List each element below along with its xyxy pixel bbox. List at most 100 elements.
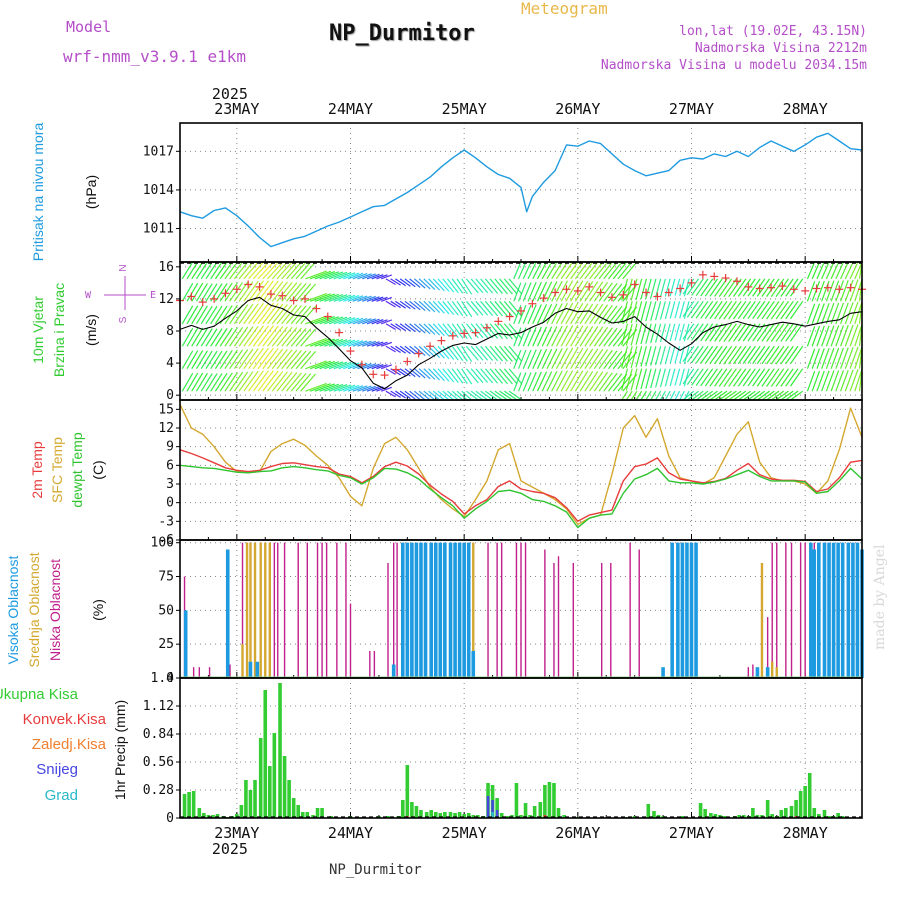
wind-arrow: [333, 361, 352, 370]
pressure-line: [179, 132, 863, 248]
wind-arrow: [747, 368, 761, 387]
wind-arrow: [775, 300, 789, 320]
wind-arrow: [357, 385, 372, 392]
wind-arrow: [700, 368, 714, 387]
wind-arrow: [718, 368, 733, 387]
cloud-bar: [661, 667, 665, 678]
wind-arrow: [366, 341, 380, 347]
wind-arrow: [437, 345, 450, 360]
wind-arrow: [532, 371, 542, 392]
precip-bar: [300, 812, 305, 818]
wind-arrow: [603, 261, 618, 280]
wind-arrow: [527, 282, 537, 302]
wind-arrow: [598, 304, 613, 325]
wind-arrow: [451, 278, 464, 294]
precip-bar: [499, 813, 504, 818]
precip-bar: [457, 812, 462, 818]
wind-arrow: [674, 323, 681, 341]
wind-arrow: [584, 348, 599, 370]
wind-arrow: [295, 305, 312, 325]
precip-bar: [287, 780, 291, 818]
wind-arrow: [844, 369, 854, 392]
wind-arrow: [276, 326, 293, 347]
wind-arrow: [603, 372, 618, 392]
wind-arrow: [635, 278, 643, 300]
precip-bar: [737, 815, 742, 818]
wind-arrow: [709, 323, 723, 342]
wind-arrow: [314, 315, 335, 325]
wind-arrow: [428, 278, 441, 291]
wind-arrow: [347, 385, 364, 392]
cloud-bar: [827, 542, 831, 678]
wind-arrow: [447, 300, 459, 316]
cloud-bar: [500, 542, 503, 678]
wind-arrow: [461, 323, 473, 340]
wind-arrow: [752, 345, 766, 364]
wind-arrow: [621, 368, 629, 391]
wind-arrow: [376, 319, 388, 325]
wind-arrow: [733, 300, 747, 320]
cloud-bar: [268, 542, 271, 678]
wind-arrow: [295, 328, 312, 347]
wind-arrow: [854, 324, 863, 347]
wind-arrow: [766, 368, 780, 387]
precip-bar: [263, 690, 268, 818]
precip-bar: [532, 806, 537, 818]
wind-arrow: [243, 325, 259, 347]
wind-arrow: [669, 323, 676, 342]
wind-arrow: [437, 390, 450, 401]
wind-arrow: [409, 368, 421, 378]
wind-arrow: [338, 294, 356, 302]
wind-arrow: [766, 390, 780, 401]
cloud-bar: [248, 661, 253, 678]
wind-arrow: [499, 368, 513, 385]
wind-arrow: [409, 278, 421, 288]
wind-arrow: [700, 345, 714, 364]
wind-arrow: [574, 348, 589, 370]
wind-arrow: [555, 261, 568, 280]
wind-arrow: [728, 345, 742, 365]
precip-bar: [556, 808, 561, 818]
wind-arrow: [210, 328, 223, 347]
wind-arrow: [480, 390, 493, 401]
wind-arrow: [380, 341, 393, 347]
wind-arrow: [243, 261, 259, 280]
cloud-bar: [670, 542, 674, 678]
wind-arrow: [271, 281, 288, 302]
wind-arrow: [276, 281, 293, 302]
precip-bar: [822, 810, 827, 818]
wind-arrow: [849, 324, 859, 347]
cloud-bar: [610, 563, 612, 678]
wind-arrow: [683, 368, 690, 387]
model-label: Model: [66, 18, 112, 36]
wind-arrow: [718, 345, 733, 365]
wind-arrow: [489, 300, 504, 317]
wind-arrow: [489, 345, 504, 362]
wind-arrow: [456, 390, 468, 401]
wind-arrow: [210, 305, 223, 325]
bottom-date-label: 24MAY: [328, 824, 373, 842]
wind-arrow: [756, 368, 771, 387]
page-title: NP_Durmitor: [329, 21, 475, 46]
compass-n-label: N: [118, 264, 129, 271]
legend-hail: Grad: [45, 787, 78, 804]
wind-arrow: [461, 278, 473, 295]
wind-arrow: [536, 261, 548, 280]
cloud-bar: [245, 542, 249, 678]
wind-arrow: [536, 304, 548, 325]
cloud-bar: [392, 542, 395, 678]
wind-arrow: [305, 315, 327, 325]
wind-arrow: [252, 261, 269, 280]
wind-arrow: [271, 326, 288, 347]
wind-arrow: [489, 323, 504, 339]
precip-bar: [817, 814, 821, 818]
wind-arrow: [195, 261, 208, 280]
wind-arrow: [380, 319, 393, 325]
precip-bar: [789, 806, 794, 818]
wind-arrow: [404, 278, 416, 288]
wind-arrow: [257, 370, 275, 392]
cloud-bar: [457, 542, 462, 678]
wind-arrow: [854, 301, 863, 324]
wind-arrow: [565, 347, 579, 370]
wind-arrow: [494, 323, 509, 340]
